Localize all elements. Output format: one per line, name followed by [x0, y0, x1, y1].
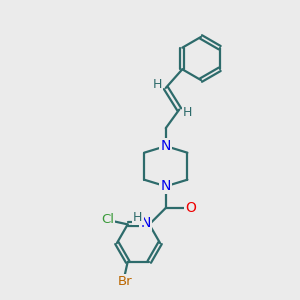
- Text: H: H: [153, 78, 162, 92]
- Text: H: H: [133, 211, 142, 224]
- Text: N: N: [160, 179, 171, 193]
- Text: Cl: Cl: [101, 213, 114, 226]
- Text: Br: Br: [117, 275, 132, 288]
- Text: N: N: [140, 216, 151, 230]
- Text: H: H: [183, 106, 192, 119]
- Text: N: N: [160, 139, 171, 153]
- Text: O: O: [185, 201, 196, 215]
